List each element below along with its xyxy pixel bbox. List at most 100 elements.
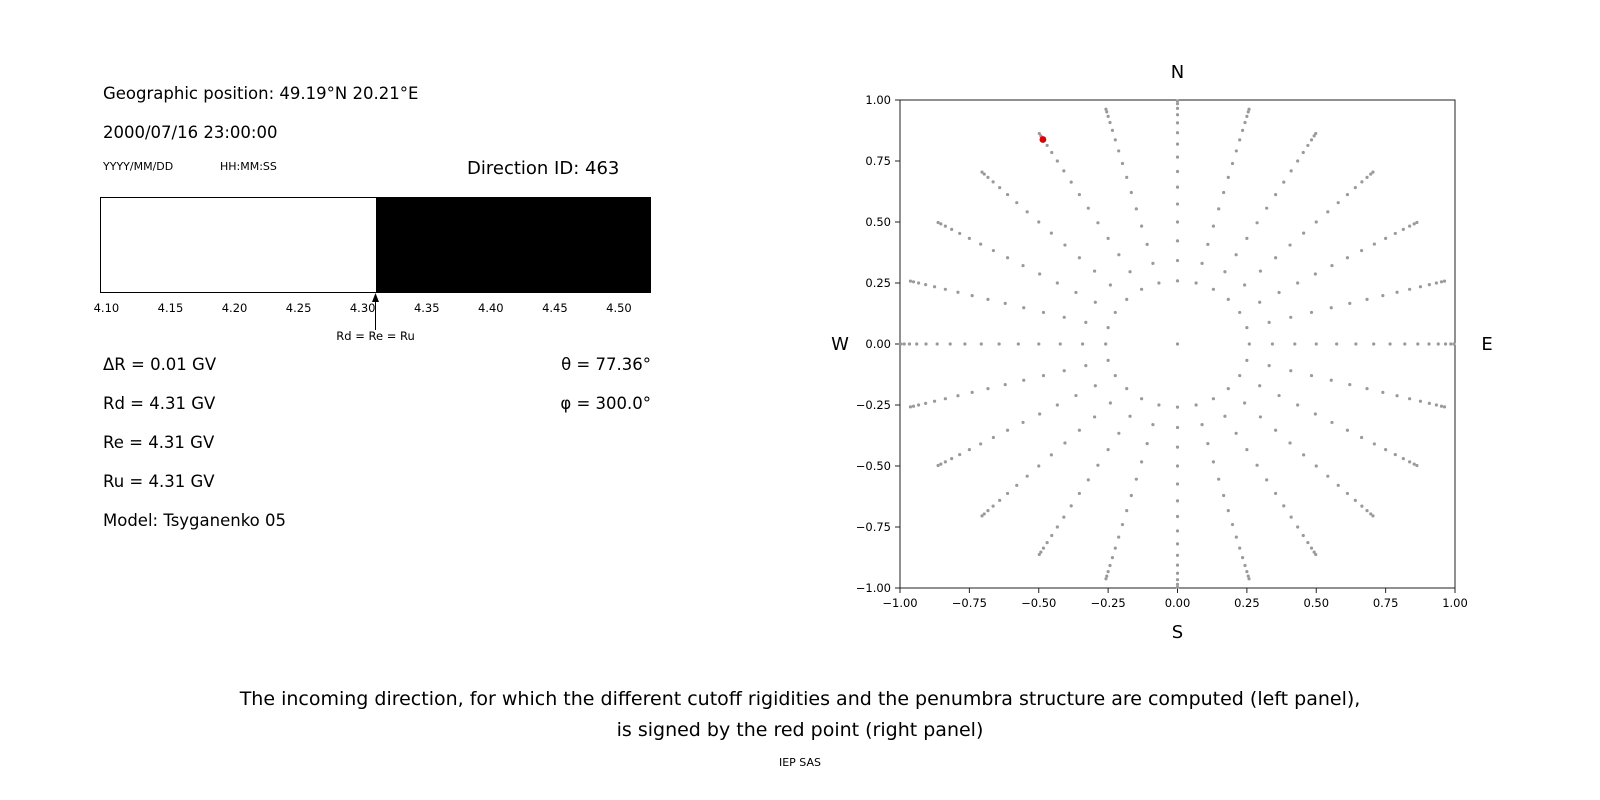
direction-point [1245, 570, 1249, 574]
direction-point [1330, 420, 1334, 425]
penumbra-tick-label: 4.40 [478, 301, 504, 315]
direction-point [1313, 412, 1317, 416]
direction-point [979, 242, 983, 246]
direction-point [1084, 320, 1088, 325]
direction-point [1415, 220, 1419, 225]
direction-point [1005, 256, 1010, 260]
direction-point [1296, 159, 1300, 163]
direction-point [1025, 474, 1029, 478]
direction-point [1120, 161, 1125, 166]
direction-point [1301, 533, 1305, 538]
direction-point [1238, 138, 1242, 142]
direction-point [1226, 297, 1230, 301]
caption-line-1: The incoming direction, for which the di… [239, 688, 1361, 710]
rd-value: Rd = 4.31 GV [103, 394, 216, 413]
direction-point [1025, 210, 1029, 214]
direction-point [1309, 138, 1314, 142]
direction-point [1289, 315, 1293, 319]
direction-point [1312, 134, 1316, 138]
direction-point [1120, 522, 1125, 527]
direction-point [1289, 369, 1293, 373]
direction-point [1003, 382, 1007, 387]
direction-point [1062, 515, 1066, 519]
arrow-head [372, 293, 379, 302]
direction-point [1348, 382, 1352, 387]
direction-point [1062, 315, 1066, 319]
direction-point [1074, 393, 1078, 398]
direction-point [1175, 169, 1180, 174]
direction-point [1245, 236, 1249, 240]
direction-point [943, 460, 947, 464]
direction-point [1045, 143, 1049, 148]
x-axis-tick-label: 0.75 [1373, 596, 1399, 610]
direction-point [1125, 175, 1129, 179]
direction-point [1077, 428, 1081, 432]
direction-point [1211, 397, 1216, 401]
direction-point [1106, 326, 1110, 330]
direction-point [1336, 201, 1340, 205]
direction-point [1015, 201, 1019, 205]
y-axis-tick-label: 0.75 [865, 154, 891, 168]
direction-point [1277, 290, 1281, 295]
direction-point [1439, 280, 1444, 284]
direction-point [1128, 270, 1132, 274]
direction-point [1129, 493, 1133, 498]
direction-point [1096, 221, 1100, 225]
direction-point [970, 390, 974, 394]
direction-point [1365, 509, 1369, 513]
direction-point [1211, 460, 1216, 464]
direction-point [1175, 258, 1180, 263]
penumbra-bar [100, 197, 651, 293]
datetime-text: 2000/07/16 23:00:00 [103, 123, 278, 142]
direction-point [1434, 281, 1439, 285]
direction-point [1442, 279, 1447, 283]
direction-point [1105, 110, 1109, 114]
direction-point [1230, 522, 1235, 527]
direction-point [1077, 192, 1081, 197]
credit-text: IEP SAS [778, 756, 822, 769]
direction-point [1255, 463, 1259, 467]
direction-point [1246, 110, 1250, 114]
y-axis-tick-label: −1.00 [856, 581, 891, 595]
direction-point [1403, 342, 1407, 346]
direction-point [1058, 342, 1062, 346]
direction-point [1436, 342, 1440, 346]
y-axis-tick-label: −0.75 [856, 520, 891, 534]
direction-point [1105, 574, 1109, 578]
direction-point [1125, 387, 1129, 391]
direction-point [1345, 491, 1350, 496]
direction-point [1388, 342, 1392, 346]
direction-point [1234, 253, 1238, 257]
direction-point [1245, 114, 1249, 118]
model-name: Model: Tsyganenko 05 [103, 511, 287, 530]
direction-point [1267, 363, 1271, 368]
direction-point [1139, 397, 1144, 401]
direction-point [1055, 525, 1059, 529]
direction-point [924, 342, 928, 346]
direction-point [1222, 190, 1226, 195]
direction-point [1108, 283, 1112, 287]
direction-point [1238, 373, 1242, 378]
direction-point [1175, 405, 1180, 409]
direction-point [998, 498, 1002, 502]
direction-point [1329, 306, 1333, 310]
direction-point [1395, 394, 1399, 398]
direction-point [1240, 556, 1245, 560]
direction-point [1359, 248, 1364, 253]
direction-point [1175, 102, 1180, 106]
direction-point [1175, 464, 1180, 468]
compass-label-north: N [1171, 62, 1184, 83]
direction-point [1226, 509, 1230, 513]
direction-point [1022, 306, 1026, 310]
x-axis-tick-label: 1.00 [1442, 596, 1468, 610]
x-axis-tick-label: 0.00 [1165, 596, 1191, 610]
direction-point [1282, 180, 1286, 184]
direction-point [1110, 556, 1115, 560]
direction-point [1003, 301, 1007, 306]
direction-point [1234, 431, 1238, 435]
direction-point [1267, 320, 1271, 325]
direction-point [1175, 131, 1180, 135]
direction-point [1063, 441, 1067, 445]
direction-point [956, 290, 960, 294]
direction-point [1055, 159, 1059, 163]
